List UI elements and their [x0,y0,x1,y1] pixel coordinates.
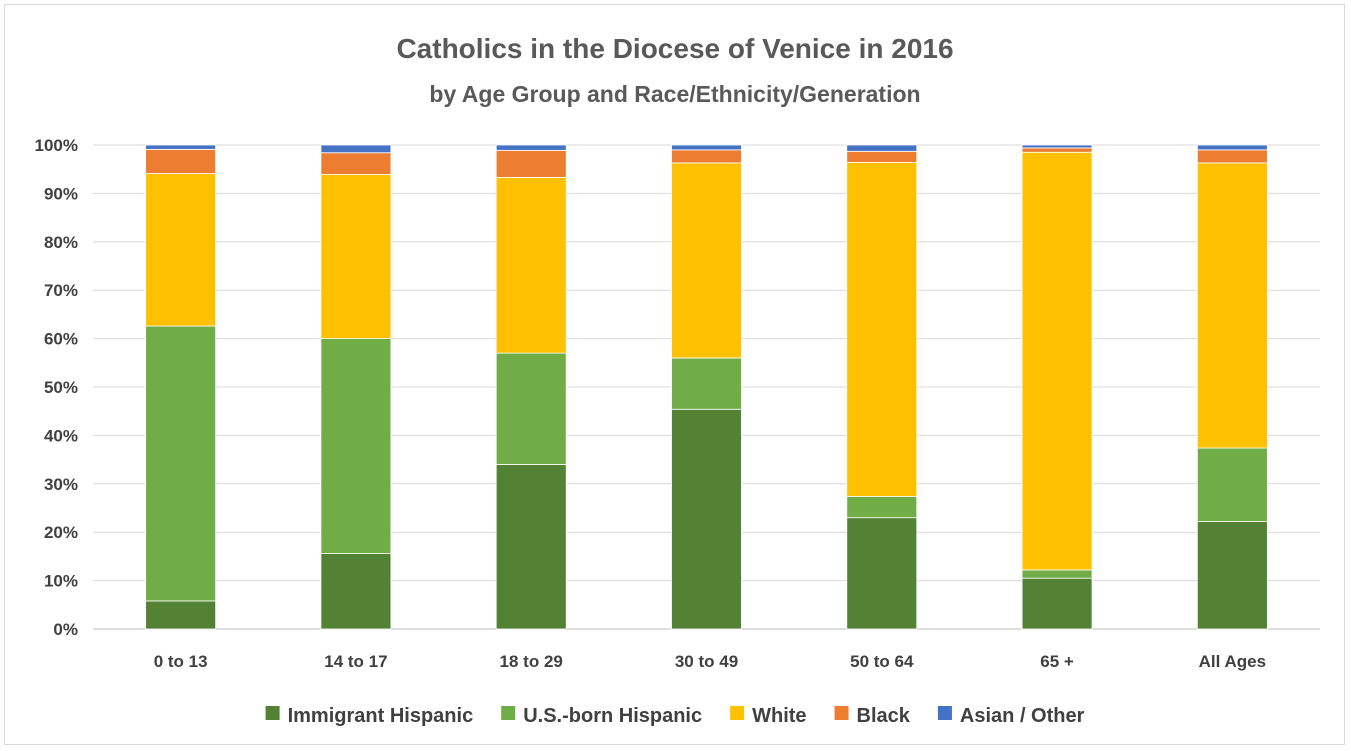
legend-swatch [265,706,280,720]
legend-label: Black [857,705,911,727]
y-tick-label: 40% [44,426,78,445]
bar-segment [1196,149,1268,164]
bar-segment [495,144,567,151]
y-tick-label: 0% [53,620,78,639]
y-tick-label: 60% [44,330,78,349]
bar-segment [145,144,217,150]
legend-swatch [730,706,745,720]
bar-segment [671,162,742,359]
legend-label: U.S.-born Hispanic [523,705,702,727]
x-tick-label: All Ages [1199,652,1266,671]
bar-segment [320,144,392,154]
bar-segment [846,150,918,163]
bar-segment [145,325,217,602]
bar-segment [1021,147,1093,153]
legend-label: Asian / Other [960,705,1085,727]
x-tick-label: 50 to 64 [850,652,914,671]
bars [145,144,1268,630]
chart-title: Catholics in the Diocese of Venice in 20… [396,33,953,64]
x-tick-label: 14 to 17 [324,652,387,671]
bar-segment [1021,569,1093,579]
legend-swatch [937,706,952,720]
bar-segment [1021,577,1093,630]
y-tick-label: 10% [44,572,78,591]
bar-segment [846,162,918,497]
bar-segment [145,600,217,630]
x-tick-label: 30 to 49 [675,652,738,671]
y-tick-label: 100% [35,136,78,155]
bar-segment [495,177,567,354]
y-tick-label: 70% [44,281,78,300]
bar-segment [671,144,742,151]
bar-segment [495,352,567,465]
bar-segment [671,357,742,410]
chart-subtitle: by Age Group and Race/Ethnicity/Generati… [429,81,920,107]
bar-segment [1196,144,1268,151]
x-tick-label: 65 + [1040,652,1074,671]
bar-segment [145,148,217,174]
bar-segment [495,464,567,630]
legend: Immigrant Hispanic U.S.-born Hispanic Whit… [265,705,1085,727]
bar-segment [1196,447,1268,522]
bar-segment [671,149,742,164]
x-axis-ticks: 0 to 13 14 to 17 18 to 29 30 to 49 50 to 64 6… [154,652,1266,671]
bar-segment [320,553,392,630]
bar-segment [1196,521,1268,630]
y-tick-label: 90% [44,184,78,203]
legend-label: White [752,705,806,727]
bar-segment [671,408,742,630]
x-tick-label: 18 to 29 [500,652,563,671]
bar-segment [846,517,918,630]
x-tick-label: 0 to 13 [154,652,208,671]
bar-segment [1021,151,1093,571]
y-tick-label: 30% [44,475,78,494]
bar-segment [846,495,918,519]
y-tick-label: 80% [44,233,78,252]
legend-swatch [501,706,516,720]
legend-label: Immigrant Hispanic [288,705,474,727]
bar-segment [320,338,392,554]
y-axis-ticks: 0% 10% 20% 30% 40% 50% 60% 70% 80% 90% 100% [35,136,78,639]
y-tick-label: 20% [44,523,78,542]
bar-segment [145,173,217,327]
bar-segment [1196,162,1268,449]
bar-segment [320,174,392,340]
bar-segment [1021,144,1093,149]
legend-swatch [834,706,849,720]
y-tick-label: 50% [44,378,78,397]
bar-segment [495,149,567,178]
bar-segment [846,144,918,152]
bar-segment [320,152,392,175]
